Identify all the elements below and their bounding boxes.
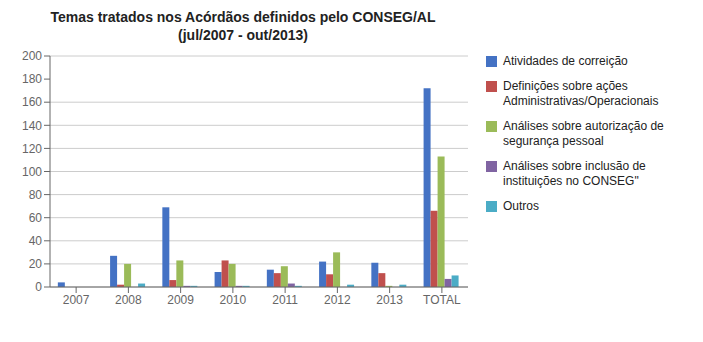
svg-text:40: 40 xyxy=(29,234,43,248)
html-text:(jul/2007 - out/2013): (jul/2007 - out/2013) xyxy=(178,27,308,43)
html-text:Outros: Outros xyxy=(503,199,539,213)
svg-text:2010: 2010 xyxy=(220,293,247,307)
svg-text:2008: 2008 xyxy=(115,293,142,307)
svg-text:2009: 2009 xyxy=(167,293,194,307)
svg-text:2007: 2007 xyxy=(63,293,90,307)
html-text:segurança pessoal: segurança pessoal xyxy=(503,134,604,148)
html-text:instituições no CONSEG": instituições no CONSEG" xyxy=(503,174,639,188)
svg-text:0: 0 xyxy=(35,280,42,294)
svg-text:180: 180 xyxy=(22,72,42,86)
svg-text:100: 100 xyxy=(22,165,42,179)
html-text:Definições sobre ações: Definições sobre ações xyxy=(503,79,628,93)
svg-text:140: 140 xyxy=(22,119,42,133)
html-text:Análises sobre inclusão de: Análises sobre inclusão de xyxy=(503,159,646,173)
svg-text:80: 80 xyxy=(29,188,43,202)
svg-text:200: 200 xyxy=(22,49,42,63)
svg-text:2012: 2012 xyxy=(324,293,351,307)
html-text:Análises sobre autorização de: Análises sobre autorização de xyxy=(503,119,664,133)
html-text:Atividades de correição: Atividades de correição xyxy=(503,54,628,68)
svg-text:60: 60 xyxy=(29,211,43,225)
svg-text:2011: 2011 xyxy=(272,293,298,307)
svg-text:20: 20 xyxy=(29,257,43,271)
svg-text:2013: 2013 xyxy=(376,293,403,307)
svg-text:TOTAL: TOTAL xyxy=(423,293,461,307)
html-text:Administrativas/Operacionais: Administrativas/Operacionais xyxy=(503,94,659,108)
svg-text:160: 160 xyxy=(22,95,42,109)
html-text:Temas tratados nos Acórdãos de: Temas tratados nos Acórdãos definidos pe… xyxy=(50,9,436,25)
svg-text:120: 120 xyxy=(22,142,42,156)
